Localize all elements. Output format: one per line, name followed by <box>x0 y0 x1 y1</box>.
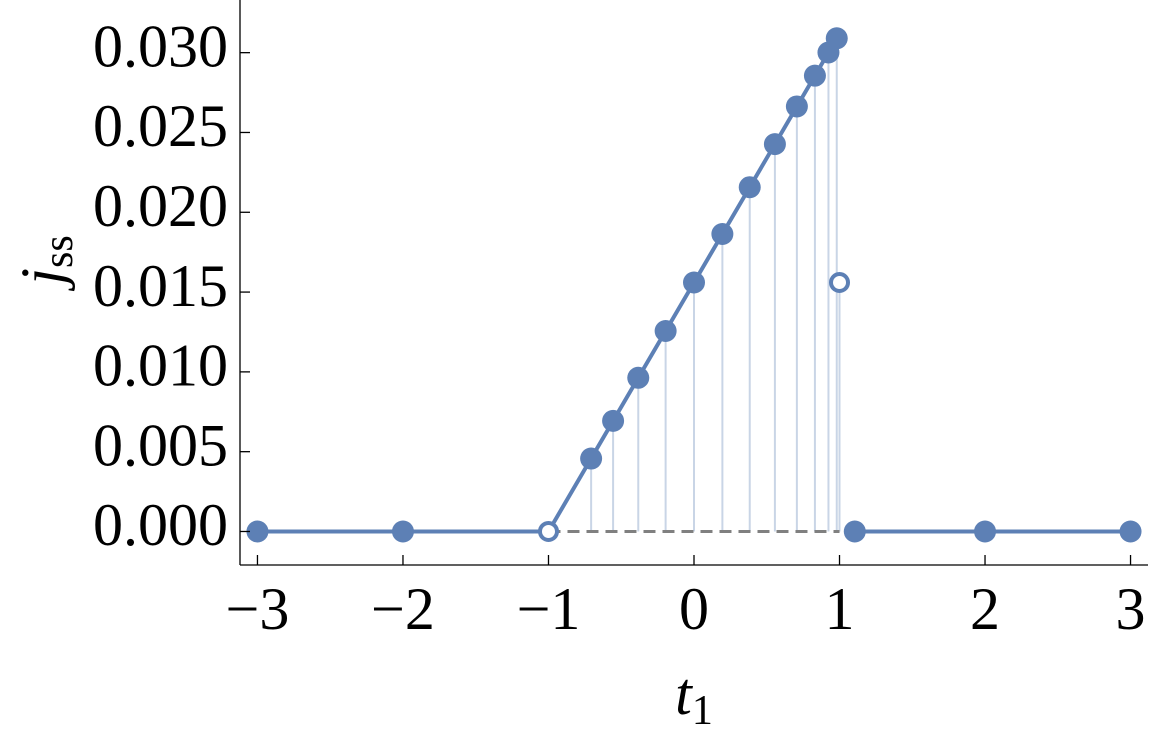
y-axis-label: jss <box>9 235 82 291</box>
y-label-main: j <box>9 268 75 292</box>
x-label-sub: 1 <box>692 688 713 732</box>
point <box>825 27 848 50</box>
point <box>738 176 761 199</box>
point <box>580 447 603 470</box>
x-tick-label: 1 <box>825 576 855 642</box>
x-label-main: t <box>675 661 693 727</box>
point <box>683 271 705 294</box>
x-axis-label: t1 <box>675 661 713 732</box>
point <box>602 409 625 432</box>
y-label-sub: ss <box>36 235 82 268</box>
point <box>763 133 786 156</box>
x-tick-label: 0 <box>679 576 709 642</box>
x-tick-label: 2 <box>970 576 1000 642</box>
y-tick-label: 0.030 <box>93 13 228 79</box>
x-tick-label: 3 <box>1116 576 1146 642</box>
x-tick-label: −2 <box>371 576 435 642</box>
point <box>1119 520 1142 543</box>
y-tick-label: 0.015 <box>93 253 228 319</box>
open-point <box>829 272 851 293</box>
plot-area <box>246 27 1142 543</box>
point <box>391 520 414 543</box>
y-tick-label: 0.000 <box>93 492 228 558</box>
x-tick-label: −1 <box>517 576 581 642</box>
y-tick-label: 0.025 <box>93 93 228 159</box>
x-tick-label: −3 <box>226 576 290 642</box>
point <box>843 520 866 543</box>
point <box>654 320 677 343</box>
point <box>627 366 650 389</box>
y-tick-label: 0.020 <box>93 173 228 239</box>
point <box>246 520 269 543</box>
y-tick-label: 0.010 <box>93 333 228 399</box>
point <box>974 520 997 543</box>
point <box>785 95 808 118</box>
y-tick-label: 0.005 <box>93 412 228 478</box>
point <box>711 222 734 245</box>
open-point <box>537 520 559 542</box>
point <box>803 64 826 87</box>
